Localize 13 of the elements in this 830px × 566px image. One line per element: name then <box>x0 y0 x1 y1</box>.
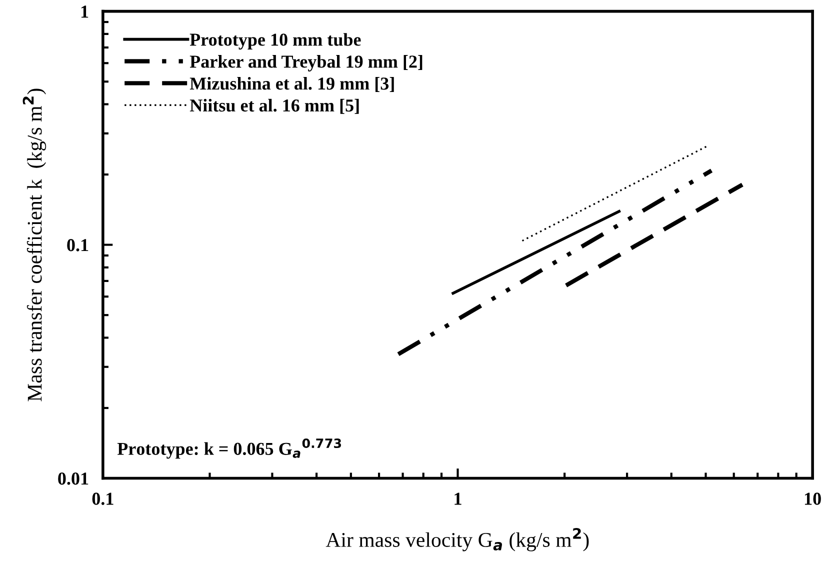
legend-label: Niitsu et al. 16 mm [5] <box>190 98 359 114</box>
y-tick-label: 1 <box>81 6 88 18</box>
y-tick-label: 0.1 <box>67 239 88 252</box>
x-tick-label: 0.1 <box>92 492 114 505</box>
y-axis-title: Mass transfer coefficient k (kg/s m$^{2}$) <box>22 88 46 402</box>
legend-label: Mizushina et al. 19 mm [3] <box>190 77 394 92</box>
x-axis-title: Air mass velocity G$_{a}$ (kg/s m$^{2}$) <box>326 528 589 552</box>
x-tick-label: 10 <box>804 492 821 505</box>
y-tick-label: 0.01 <box>58 472 88 485</box>
x-tick-label: 1 <box>454 492 462 505</box>
legend-label: Prototype 10 mm tube <box>190 33 361 50</box>
legend-label: Parker and Treybal 19 mm [2] <box>190 55 422 72</box>
annotation: Prototype: k = 0.065 G$_{a}$$^{0.773}$ <box>117 438 342 459</box>
